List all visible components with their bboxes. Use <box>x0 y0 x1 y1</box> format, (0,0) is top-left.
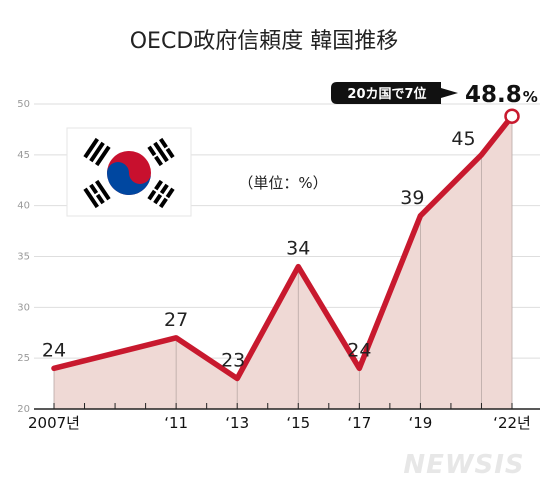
south-korea-flag <box>66 127 192 217</box>
data-label: 24 <box>347 339 371 361</box>
data-label: 45 <box>451 128 475 150</box>
y-tick-label: 30 <box>17 302 30 313</box>
x-tick-label: ‘13 <box>225 414 249 432</box>
x-tick-label: ‘15 <box>286 414 310 432</box>
y-tick-label: 35 <box>17 252 30 263</box>
final-value-label: 48.8% <box>465 82 538 108</box>
callout: 20カ国で7位 <box>331 82 458 104</box>
x-tick-label: ‘11 <box>164 414 188 432</box>
x-tick-label: ‘17 <box>347 414 371 432</box>
x-tick-label: 2007년 <box>28 414 80 432</box>
data-label: 24 <box>42 339 66 361</box>
unit-label: （単位：%） <box>238 174 327 192</box>
callout-text: 20カ国で7位 <box>347 86 426 102</box>
data-label: 23 <box>221 350 245 372</box>
y-tick-label: 45 <box>17 150 30 161</box>
x-tick-label: ‘19 <box>408 414 432 432</box>
series-line <box>51 113 515 382</box>
y-tick-label: 25 <box>17 353 30 364</box>
y-tick-label: 40 <box>17 201 30 212</box>
data-label: 39 <box>400 187 424 209</box>
y-tick-label: 50 <box>17 99 30 110</box>
chart-title: OECD政府信頼度 韓国推移 <box>130 29 399 54</box>
endpoint-marker <box>504 108 520 124</box>
area-fill <box>54 116 512 409</box>
data-label: 27 <box>164 309 188 331</box>
watermark: NEWSIS <box>403 450 524 480</box>
x-tick-label: ‘22년 <box>493 414 531 432</box>
data-label: 34 <box>286 238 310 260</box>
y-tick-label: 20 <box>17 404 30 415</box>
